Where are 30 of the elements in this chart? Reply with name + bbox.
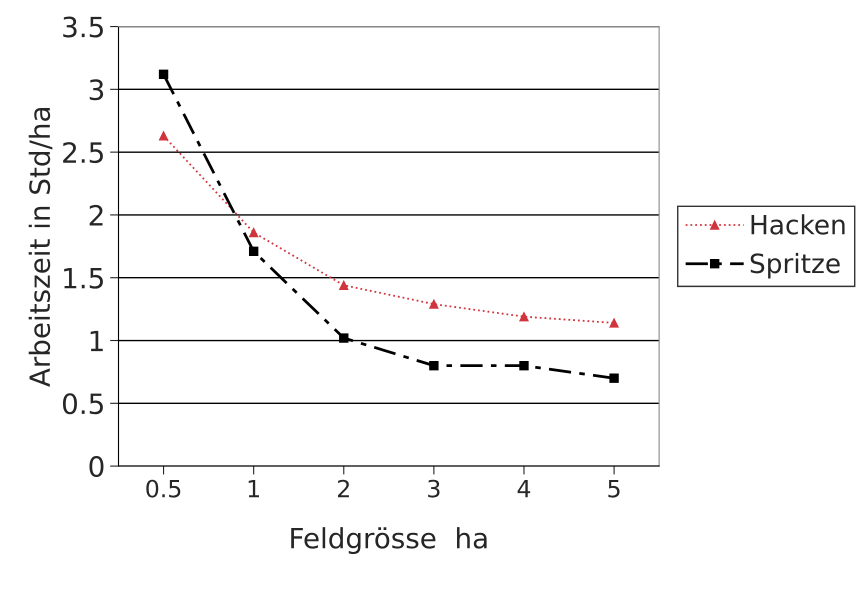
y-axis-title: Arbeitszeit in Std/ha xyxy=(28,108,52,387)
point xyxy=(429,360,439,370)
x-tick-label: 0.5 xyxy=(146,480,180,498)
point xyxy=(248,246,258,256)
point xyxy=(248,228,258,238)
x-tick-label: 3 xyxy=(428,480,440,498)
point xyxy=(609,318,619,328)
point xyxy=(339,333,348,343)
legend-label: Hacken xyxy=(752,214,845,235)
y-tick-label: 2.5 xyxy=(63,142,103,164)
legend-label: Spritze xyxy=(750,252,840,278)
y-tick-label: 3 xyxy=(90,79,104,100)
y-tick-label: 2 xyxy=(90,204,103,226)
y-tick-label: 1.5 xyxy=(64,268,103,289)
y-tick-label: 0.5 xyxy=(62,393,103,414)
point xyxy=(158,131,168,140)
point xyxy=(429,299,439,309)
point xyxy=(609,374,619,383)
x-tick-label: 4 xyxy=(518,480,530,498)
point xyxy=(158,70,168,79)
x-axis-title: Feldgrösse ha xyxy=(291,527,487,554)
x-tick-label: 5 xyxy=(608,480,620,498)
point xyxy=(519,312,529,322)
y-tick-label: 0 xyxy=(89,456,104,478)
point xyxy=(339,280,348,290)
y-tick-label: 1 xyxy=(90,330,103,352)
y-tick-label: 3.5 xyxy=(63,16,103,38)
point xyxy=(519,360,529,370)
x-tick-label: 2 xyxy=(338,480,349,498)
x-tick-label: 1 xyxy=(248,480,259,498)
